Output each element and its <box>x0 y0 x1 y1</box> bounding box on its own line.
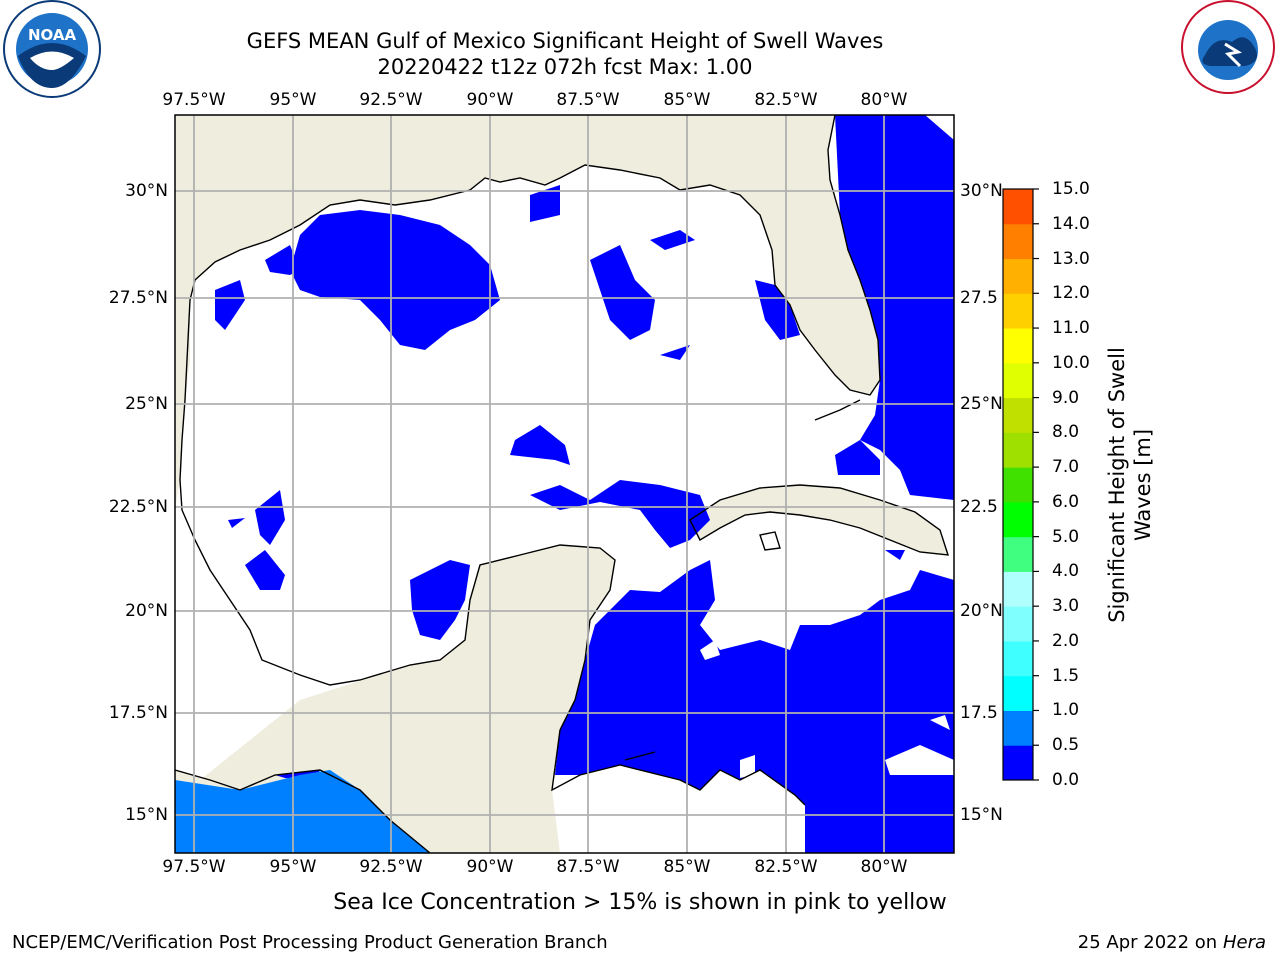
lon-label: 95°W <box>269 90 317 110</box>
colorbar-label-line1: Significant Height of Swell <box>1105 347 1129 623</box>
colorbar-segment <box>1003 362 1033 399</box>
lon-label: 87.5°W <box>556 90 620 110</box>
colorbar-tick-label: 12.0 <box>1052 283 1090 304</box>
lat-label: 30°N <box>125 181 168 201</box>
florida <box>760 180 880 395</box>
lon-label: 82.5°W <box>754 90 818 110</box>
colorbar-segment <box>1003 675 1033 711</box>
lat-label: 17.5 <box>960 703 998 723</box>
lon-label: 80°W <box>860 90 908 110</box>
colorbar-tick-label: 14.0 <box>1052 213 1090 234</box>
footer-date: 25 Apr 2022 on Hera <box>1078 932 1266 953</box>
lat-label: 15°N <box>125 805 168 825</box>
colorbar-segment <box>1003 223 1033 260</box>
lat-label: 17.5°N <box>108 703 168 723</box>
noaa-logo: NOAA <box>3 0 101 98</box>
colorbar-tick-label: 8.0 <box>1052 422 1080 443</box>
lon-label: 95°W <box>269 857 317 877</box>
nws-logo <box>1181 0 1275 94</box>
lon-label: 85°W <box>663 90 711 110</box>
colorbar-segment <box>1003 606 1033 642</box>
colorbar-label-line2: Waves [m] <box>1131 428 1155 542</box>
lat-label: 22.5 <box>960 497 998 517</box>
colorbar-segment <box>1003 467 1033 503</box>
lat-label: 25°N <box>125 394 168 414</box>
colorbar-segment <box>1003 640 1033 677</box>
lat-label: 25°N <box>960 394 1003 414</box>
map-area <box>175 115 954 853</box>
colorbar-tick-label: 4.0 <box>1052 561 1080 582</box>
colorbar-tick-label: 1.0 <box>1052 700 1080 721</box>
lat-label: 15°N <box>960 805 1003 825</box>
chart-subtitle: 20220422 t12z 072h fcst Max: 1.00 <box>377 55 753 79</box>
colorbar <box>1002 188 1039 781</box>
lon-label: 90°W <box>466 90 514 110</box>
colorbar-tick-label: 7.0 <box>1052 457 1080 478</box>
lon-label: 85°W <box>663 857 711 877</box>
lon-label: 90°W <box>466 857 514 877</box>
colorbar-tick-label: 5.0 <box>1052 526 1080 547</box>
lon-label: 82.5°W <box>754 857 818 877</box>
lon-label: 80°W <box>860 857 908 877</box>
colorbar-frame <box>1002 188 1034 781</box>
lat-label: 20°N <box>960 601 1003 621</box>
footer-branch: NCEP/EMC/Verification Post Processing Pr… <box>12 932 608 953</box>
colorbar-tick-label: 11.0 <box>1052 318 1090 339</box>
lat-label: 27.5°N <box>108 288 168 308</box>
colorbar-segment <box>1003 397 1033 433</box>
colorbar-label: Significant Height of Swell Waves [m] <box>1104 347 1156 623</box>
lon-label: 97.5°W <box>162 857 226 877</box>
colorbar-segment <box>1003 571 1033 607</box>
colorbar-tick-label: 13.0 <box>1052 248 1090 269</box>
colorbar-segment <box>1003 328 1033 364</box>
colorbar-tick-label: 6.0 <box>1052 491 1080 512</box>
noaa-logo-text: NOAA <box>28 26 77 44</box>
colorbar-tick-label: 0.0 <box>1052 770 1080 790</box>
chart-title: GEFS MEAN Gulf of Mexico Significant Hei… <box>246 29 884 53</box>
gridlines <box>175 115 954 853</box>
lat-label: 27.5 <box>960 288 998 308</box>
colorbar-tick-label: 10.0 <box>1052 352 1090 373</box>
colorbar-segment <box>1003 432 1033 468</box>
colorbar-segment <box>1003 501 1033 538</box>
colorbar-tick-label: 2.0 <box>1052 630 1080 651</box>
colorbar-segment <box>1003 189 1033 225</box>
colorbar-segment <box>1003 536 1033 572</box>
colorbar-tick-label: 9.0 <box>1052 387 1080 408</box>
colorbar-segment <box>1003 293 1033 329</box>
lon-label: 97.5°W <box>162 90 226 110</box>
lon-label: 92.5°W <box>359 857 423 877</box>
swell-0.5-1.0 <box>175 770 430 853</box>
footer-host: Hera <box>1222 932 1266 953</box>
lon-label: 92.5°W <box>359 90 423 110</box>
colorbar-tick-label: 1.5 <box>1052 665 1080 686</box>
colorbar-segment <box>1003 710 1033 746</box>
lat-label: 30°N <box>960 181 1003 201</box>
swell-holes <box>700 640 954 778</box>
lat-label: 20°N <box>125 601 168 621</box>
colorbar-tick-label: 3.0 <box>1052 596 1080 617</box>
lon-label: 87.5°W <box>556 857 620 877</box>
colorbar-tick-label: 15.0 <box>1052 179 1090 199</box>
colorbar-segment <box>1003 745 1033 781</box>
sea-ice-note: Sea Ice Concentration > 15% is shown in … <box>333 890 947 915</box>
footer-date-text: 25 Apr 2022 on <box>1077 932 1223 953</box>
lat-label: 22.5°N <box>108 497 168 517</box>
colorbar-segment <box>1003 258 1033 294</box>
map-frame <box>174 114 955 854</box>
colorbar-tick-label: 0.5 <box>1052 735 1080 756</box>
